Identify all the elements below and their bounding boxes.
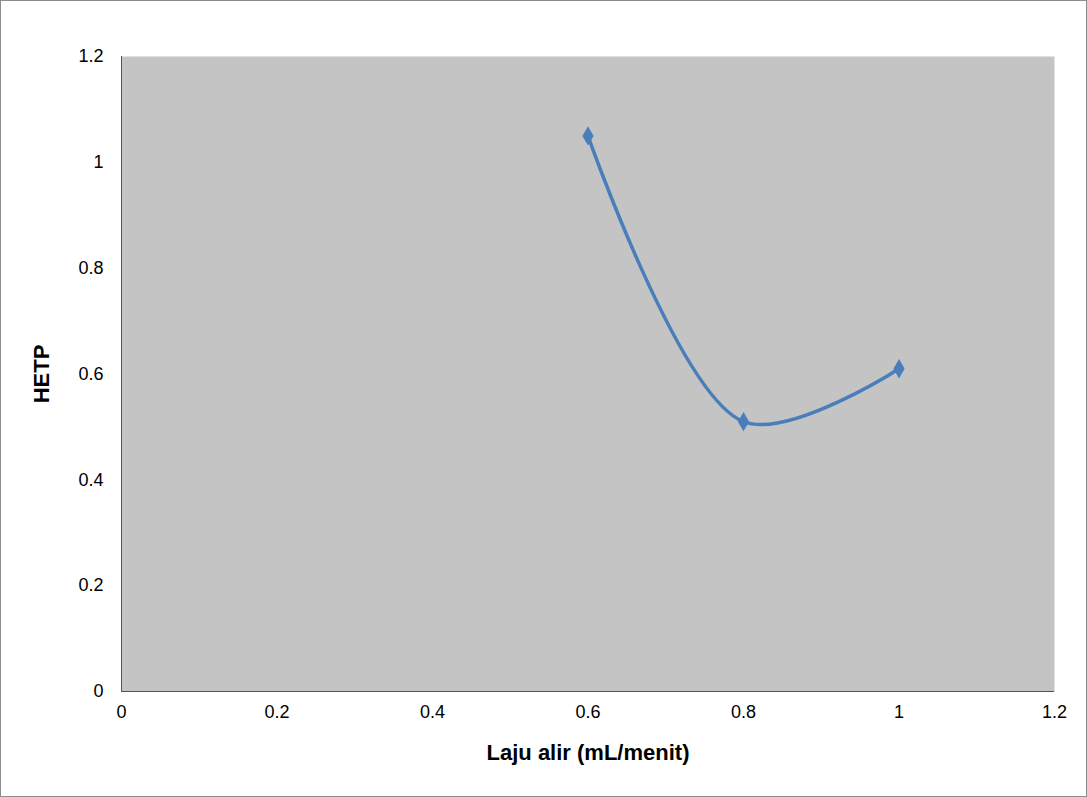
svg-text:0.8: 0.8 (78, 258, 103, 278)
svg-text:0.6: 0.6 (575, 702, 600, 722)
svg-text:HETP: HETP (29, 345, 54, 404)
svg-text:1: 1 (93, 152, 103, 172)
svg-text:0.8: 0.8 (731, 702, 756, 722)
svg-text:0.6: 0.6 (78, 364, 103, 384)
svg-text:1: 1 (894, 702, 904, 722)
svg-text:0: 0 (116, 702, 126, 722)
svg-text:0.2: 0.2 (78, 575, 103, 595)
svg-text:Laju alir (mL/menit): Laju alir (mL/menit) (487, 740, 690, 765)
svg-text:0.4: 0.4 (78, 470, 103, 490)
svg-text:1.2: 1.2 (78, 46, 103, 66)
svg-text:1.2: 1.2 (1042, 702, 1067, 722)
svg-text:0.2: 0.2 (264, 702, 289, 722)
svg-text:0: 0 (93, 681, 103, 701)
svg-text:0.4: 0.4 (420, 702, 445, 722)
